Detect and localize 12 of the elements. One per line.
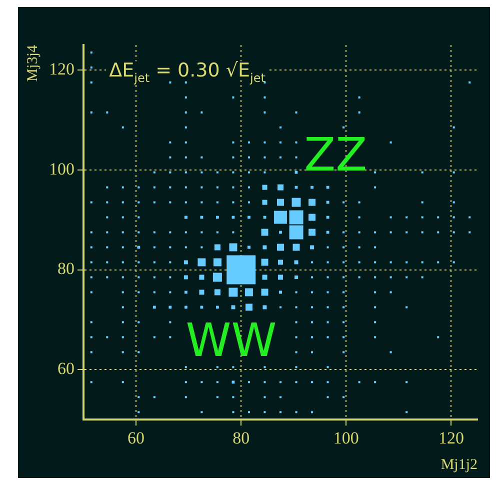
x-tick-label: 60 [128,428,145,448]
x-tick-label: 120 [438,428,464,448]
y-tick-label: 100 [49,159,74,178]
x-axis-title: Mj1j2 [440,456,478,473]
x-tick-label: 100 [333,428,359,448]
y-tick-label: 80 [58,259,74,278]
x-tick-label: 80 [232,428,250,448]
annotation: WW [186,312,277,367]
y-tick-label: 120 [49,59,74,78]
y-tick-label: 60 [58,359,74,378]
annotation: ZZ [304,127,368,182]
y-axis-title: Mj3j4 [24,44,41,82]
